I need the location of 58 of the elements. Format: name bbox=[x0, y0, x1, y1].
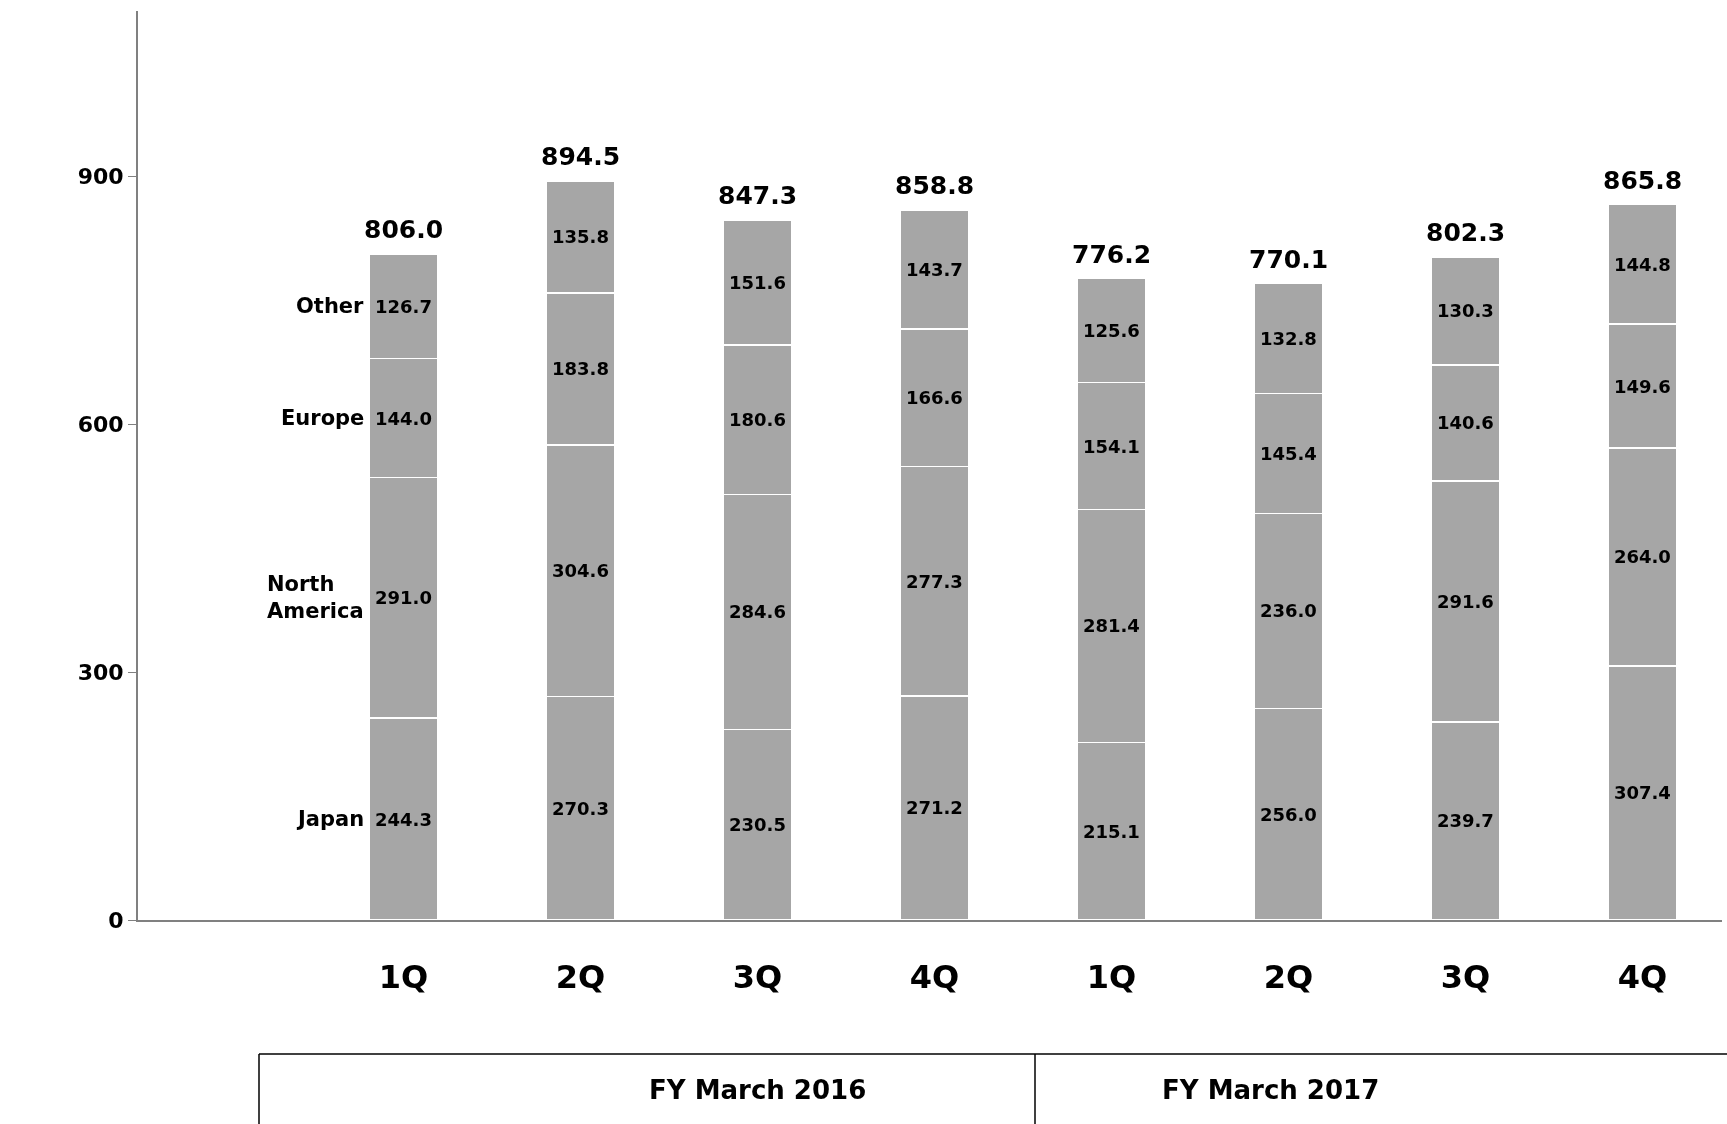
data-label: 154.1 bbox=[1082, 435, 1140, 457]
text: FY March 2016 bbox=[649, 1075, 867, 1105]
total-label: 865.8 bbox=[1603, 166, 1683, 195]
data-label: 281.4 bbox=[1082, 615, 1140, 637]
x-tick-label: 4Q bbox=[909, 958, 960, 997]
x-tick-label: 3Q bbox=[1440, 958, 1491, 997]
y-tick-label: 0 bbox=[108, 907, 124, 933]
data-label: 143.7 bbox=[905, 259, 963, 281]
series-label: North America bbox=[267, 572, 364, 624]
x-tick-label: 3Q bbox=[732, 958, 783, 997]
data-label: 145.4 bbox=[1259, 442, 1317, 464]
data-label: 304.6 bbox=[551, 560, 609, 582]
series-label: Other bbox=[296, 294, 365, 318]
x-tick-label: 4Q bbox=[1617, 958, 1668, 997]
data-label: 244.3 bbox=[375, 808, 432, 830]
data-label: 271.2 bbox=[905, 797, 963, 819]
data-label: 149.6 bbox=[1613, 375, 1671, 397]
data-label: 140.6 bbox=[1436, 412, 1494, 434]
data-label: 239.7 bbox=[1436, 810, 1494, 832]
total-label: 858.8 bbox=[895, 171, 975, 200]
y-tick-label: 900 bbox=[77, 163, 124, 189]
data-label: 144.0 bbox=[375, 407, 432, 429]
y-tick-label: 600 bbox=[77, 411, 124, 437]
x-tick-label: 1Q bbox=[378, 958, 429, 997]
data-label: 256.0 bbox=[1259, 803, 1317, 825]
x-tick-label: 2Q bbox=[1263, 958, 1314, 997]
data-label: 307.4 bbox=[1613, 782, 1671, 804]
data-label: 236.0 bbox=[1259, 600, 1317, 622]
data-label: 230.5 bbox=[728, 814, 786, 836]
series-label: Europe bbox=[281, 406, 365, 430]
total-label: 806.0 bbox=[364, 215, 444, 244]
data-label: 215.1 bbox=[1082, 820, 1140, 842]
data-label: 291.6 bbox=[1436, 590, 1494, 612]
data-label: 135.8 bbox=[551, 226, 609, 248]
total-label: 894.5 bbox=[541, 142, 621, 171]
data-label: 270.3 bbox=[551, 797, 609, 819]
data-label: 264.0 bbox=[1613, 546, 1671, 568]
y-tick-label: 300 bbox=[77, 659, 124, 685]
series-label: Japan bbox=[296, 807, 365, 831]
total-label: 847.3 bbox=[718, 181, 798, 210]
data-label: 180.6 bbox=[728, 409, 786, 431]
data-label: 132.8 bbox=[1259, 327, 1317, 349]
total-label: 770.1 bbox=[1249, 245, 1329, 274]
x-tick-label: 1Q bbox=[1086, 958, 1137, 997]
total-label: 802.3 bbox=[1426, 218, 1506, 247]
data-label: 277.3 bbox=[905, 570, 963, 592]
text: FY March 2017 bbox=[1162, 1075, 1380, 1105]
data-label: 125.6 bbox=[1082, 319, 1140, 341]
data-label: 291.0 bbox=[375, 587, 432, 609]
data-label: 166.6 bbox=[905, 387, 963, 409]
x-tick-label: 2Q bbox=[555, 958, 606, 997]
data-label: 130.3 bbox=[1436, 300, 1494, 322]
data-label: 183.8 bbox=[551, 358, 609, 380]
data-label: 144.8 bbox=[1613, 253, 1671, 275]
total-label: 776.2 bbox=[1072, 240, 1152, 269]
data-label: 151.6 bbox=[728, 271, 786, 293]
data-label: 284.6 bbox=[728, 601, 786, 623]
data-label: 126.7 bbox=[375, 295, 432, 317]
